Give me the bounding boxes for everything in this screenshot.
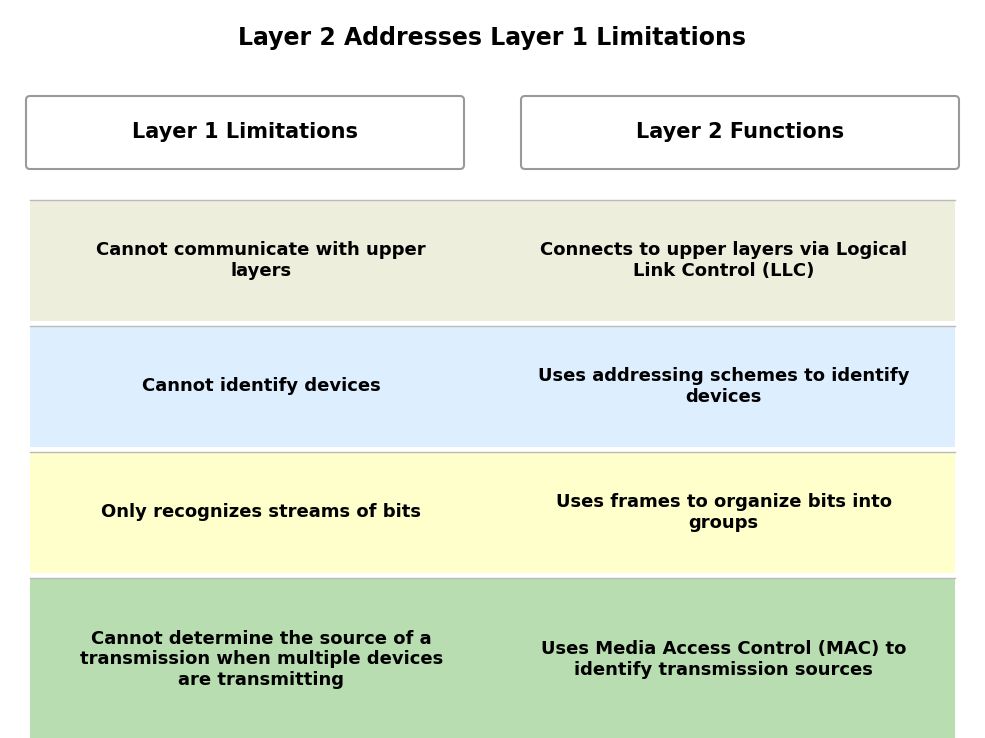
Text: Uses frames to organize bits into
groups: Uses frames to organize bits into groups [556, 493, 891, 531]
Text: Uses Media Access Control (MAC) to
identify transmission sources: Uses Media Access Control (MAC) to ident… [541, 640, 906, 679]
FancyBboxPatch shape [26, 96, 464, 169]
Text: Only recognizes streams of bits: Only recognizes streams of bits [101, 503, 422, 521]
Text: Layer 2 Addresses Layer 1 Limitations: Layer 2 Addresses Layer 1 Limitations [238, 26, 747, 50]
Text: Cannot determine the source of a
transmission when multiple devices
are transmit: Cannot determine the source of a transmi… [80, 630, 443, 689]
Bar [30, 200, 955, 321]
Text: Cannot identify devices: Cannot identify devices [142, 377, 380, 396]
Bar [30, 326, 955, 446]
Text: Cannot communicate with upper
layers: Cannot communicate with upper layers [97, 241, 427, 280]
Text: Connects to upper layers via Logical
Link Control (LLC): Connects to upper layers via Logical Lin… [540, 241, 907, 280]
Bar [30, 578, 955, 738]
FancyBboxPatch shape [521, 96, 959, 169]
Text: Layer 1 Limitations: Layer 1 Limitations [132, 123, 358, 142]
Bar [30, 452, 955, 573]
Text: Layer 2 Functions: Layer 2 Functions [636, 123, 844, 142]
Text: Uses addressing schemes to identify
devices: Uses addressing schemes to identify devi… [538, 367, 909, 406]
